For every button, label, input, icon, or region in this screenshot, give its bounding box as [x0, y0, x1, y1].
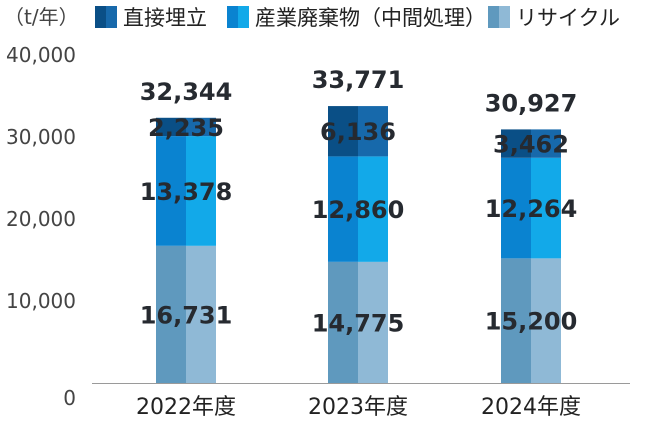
data-label: 6,136 [320, 118, 396, 146]
data-label: 3,462 [493, 131, 569, 159]
bar-segment [358, 106, 388, 157]
legend-label: リサイクル [516, 6, 620, 30]
bar-stack: 15,200 12,264 3,462 30,927 [485, 89, 578, 383]
y-tick-label: 10,000 [6, 289, 76, 313]
data-label: 15,200 [485, 308, 578, 336]
bar-segment [186, 117, 216, 137]
legend-swatch [238, 6, 249, 28]
data-label: 14,775 [312, 309, 405, 337]
bar-segment [531, 129, 561, 158]
y-tick-label: 40,000 [6, 43, 76, 67]
x-tick-label: 2024年度 [481, 395, 581, 420]
data-label: 12,860 [312, 196, 405, 224]
bar-stack: 14,775 12,860 6,136 33,771 [312, 66, 405, 383]
legend-swatch [106, 6, 117, 28]
data-label: 2,235 [148, 114, 224, 142]
total-label: 30,927 [485, 89, 578, 117]
y-tick-label: 0 [63, 386, 76, 410]
data-label: 12,264 [485, 195, 578, 223]
bar-segment [501, 129, 531, 158]
bar-segment [328, 156, 358, 262]
legend-label: 産業廃棄物（中間処理） [255, 6, 486, 30]
legend-item: 産業廃棄物（中間処理） [227, 6, 486, 30]
bar-stack: 16,731 13,378 2,235 32,344 [140, 78, 233, 383]
x-tick-label: 2023年度 [308, 395, 408, 420]
y-axis: 0 10,000 20,000 30,000 40,000 [6, 43, 76, 410]
data-label: 16,731 [140, 301, 233, 329]
bars: 16,731 13,378 2,235 32,344 14,775 12,860 6,136… [140, 66, 578, 383]
legend-item: リサイクル [488, 6, 620, 30]
legend-swatch [499, 6, 510, 28]
bar-segment [501, 157, 531, 259]
bar-segment [156, 245, 186, 383]
bar-segment [156, 136, 186, 246]
legend-swatch [488, 6, 499, 28]
bar-segment [531, 258, 561, 383]
legend-item: 直接埋立 [95, 6, 207, 30]
legend-label: 直接埋立 [123, 6, 207, 30]
x-tick-label: 2022年度 [136, 395, 236, 420]
y-tick-label: 20,000 [6, 207, 76, 231]
legend-swatch [227, 6, 238, 28]
bar-segment [186, 136, 216, 246]
bar-segment [186, 245, 216, 383]
y-tick-label: 30,000 [6, 125, 76, 149]
bar-segment [156, 117, 186, 137]
total-label: 32,344 [140, 78, 233, 106]
x-axis: 2022年度 2023年度 2024年度 [92, 383, 630, 420]
data-label: 13,378 [140, 178, 233, 206]
total-label: 33,771 [312, 66, 405, 94]
bar-segment [531, 157, 561, 259]
bar-segment [358, 156, 388, 262]
bar-segment [358, 261, 388, 383]
legend: （t/年） 直接埋立 産業廃棄物（中間処理） リサイクル [4, 5, 620, 30]
unit-label: （t/年） [4, 5, 79, 29]
legend-swatch [95, 6, 106, 28]
bar-segment [328, 106, 358, 157]
bar-segment [328, 261, 358, 383]
bar-segment [501, 258, 531, 383]
